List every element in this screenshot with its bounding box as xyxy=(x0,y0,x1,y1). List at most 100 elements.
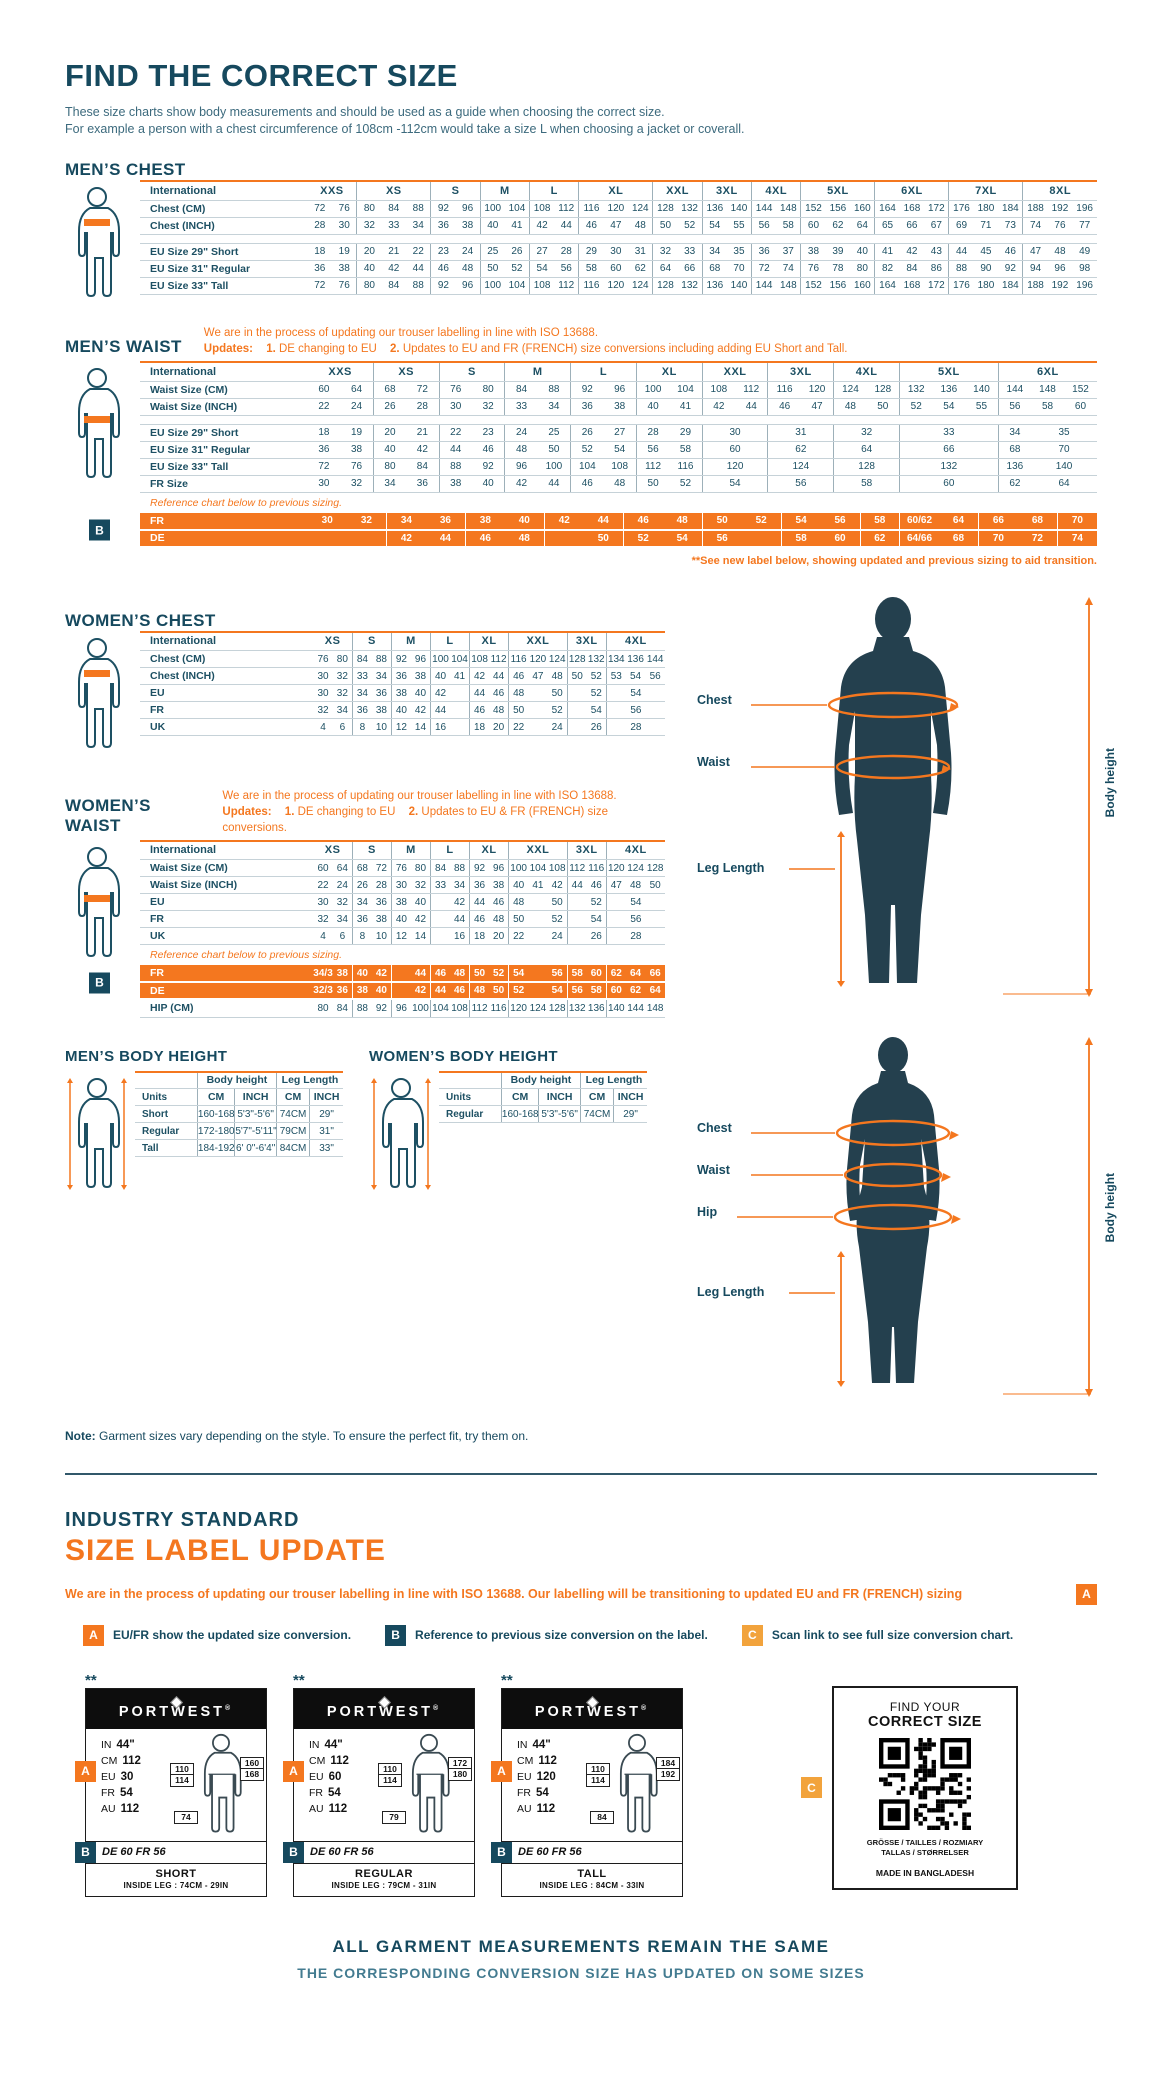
table-cell: 54 xyxy=(662,529,703,548)
table-cell: 92 xyxy=(570,381,604,399)
table-cell: 144 xyxy=(751,277,777,295)
table-cell: 64 xyxy=(652,260,678,278)
table-cell: 31" xyxy=(309,1122,343,1140)
table-cell: FR Size xyxy=(140,475,308,493)
table-cell: 46 xyxy=(570,475,604,493)
table-cell: 52 xyxy=(586,893,607,911)
table-cell: 67 xyxy=(924,217,949,235)
table-cell: 77 xyxy=(1072,217,1097,235)
table-cell: 44 xyxy=(566,876,587,894)
section-title-womens-height: WOMEN’S BODY HEIGHT xyxy=(369,1047,558,1065)
table-cell: 48 xyxy=(489,910,509,928)
table-cell: 188 xyxy=(1022,277,1048,295)
table-cell: 58 xyxy=(776,217,801,235)
table-cell: 52 xyxy=(741,512,782,531)
table-cell xyxy=(741,529,782,548)
table-cell: 38 xyxy=(603,398,637,416)
note-line: We are in the process of updating our tr… xyxy=(222,789,617,802)
table-cell: 38 xyxy=(438,475,472,493)
table-row: Chest (CM) 76 80 84 88 92 96 100 104 108 112 116 120… xyxy=(140,650,665,668)
table-cell: 104 xyxy=(570,458,604,476)
table-cell: 92 xyxy=(430,277,456,295)
table-cell: 46 xyxy=(508,667,529,685)
badge-b-icon: B xyxy=(491,1841,512,1863)
table-cell: 72 xyxy=(307,200,333,218)
table-cell: 76 xyxy=(438,381,472,399)
table-cell: 40 xyxy=(850,243,875,261)
table-cell: 120 xyxy=(800,381,834,399)
table-cell: 62 xyxy=(997,475,1032,493)
waist-label: Waist xyxy=(697,1162,730,1177)
table-cell: 88 xyxy=(371,650,392,668)
table-cell: 164 xyxy=(874,200,900,218)
table-cell: M xyxy=(390,631,431,651)
table-cell: 124 xyxy=(625,859,646,877)
table-cell: 140 xyxy=(605,1000,626,1018)
table-cell: 76 xyxy=(390,859,411,877)
table-cell: 4 xyxy=(313,927,333,945)
update-2-num: 2. xyxy=(408,805,419,818)
table-cell: 164 xyxy=(874,277,900,295)
table-row: HIP (CM) 80 84 88 92 96 100 104 108 112 116 120 124 1… xyxy=(140,1000,665,1018)
table-row: EU Size 29" Short 18 19 20 21 22 23 24 25 26 27 28 2… xyxy=(140,424,1097,442)
table-cell: 21 xyxy=(406,424,440,442)
table-cell: 116 xyxy=(578,277,604,295)
table-cell: 116 xyxy=(586,859,607,877)
table-cell: 188 xyxy=(1022,200,1048,218)
table-cell: 136 xyxy=(586,1000,607,1018)
previous-size-row: DE 60 FR 56 xyxy=(86,1840,266,1863)
badge-a-icon: A xyxy=(83,1624,104,1646)
measurement-row: AU 112 xyxy=(517,1802,556,1815)
table-cell: 22 xyxy=(313,876,333,894)
table-cell: 5'3"-5'6" xyxy=(234,1105,277,1123)
table-cell: Leg Length xyxy=(579,1071,647,1089)
table-cell: XXL xyxy=(508,631,568,651)
table-cell: Waist Size (CM) xyxy=(140,381,308,399)
table-cell: 76 xyxy=(332,277,357,295)
table-cell: 96 xyxy=(455,200,481,218)
table-cell: 33 xyxy=(381,217,407,235)
table-cell: 28 xyxy=(554,243,579,261)
table-cell: 68 xyxy=(997,441,1032,459)
card-footer: SHORT INSIDE LEG : 74CM - 29IN xyxy=(86,1862,266,1896)
industry-section: INDUSTRY STANDARD SIZE LABEL UPDATE We a… xyxy=(65,1509,1097,1646)
table-cell: 180 xyxy=(973,277,999,295)
inside-leg: INSIDE LEG : 79CM - 31IN xyxy=(331,1880,437,1890)
footer-statement: ALL GARMENT MEASUREMENTS REMAIN THE SAME… xyxy=(65,1937,1097,1981)
table-cell: 80 xyxy=(313,1000,333,1018)
table-cell: 55 xyxy=(965,398,999,416)
table-cell xyxy=(528,893,548,911)
label-card: PORTWEST® IN 44" CM 112 EU 120 FR 54 AU 112 110 114 1… xyxy=(491,1687,683,1897)
table-cell: 66 xyxy=(645,965,665,983)
table-cell: 72 xyxy=(307,458,341,476)
table-cell: 88 xyxy=(406,200,431,218)
table-cell: EU Size 33" Tall xyxy=(140,277,308,295)
table-cell: International xyxy=(140,181,308,201)
table-cell: 184-192 xyxy=(196,1139,235,1157)
table-cell: 22 xyxy=(406,243,431,261)
body-height-label: Body height xyxy=(1103,748,1117,818)
table-cell: 120 xyxy=(605,859,626,877)
table-cell: 38 xyxy=(340,441,374,459)
table-cell: 88 xyxy=(450,859,470,877)
badge-b-icon: B xyxy=(89,972,110,993)
badge-c-icon: C xyxy=(801,1777,822,1798)
table-cell: 4XL xyxy=(751,181,801,201)
table-row: Short 160-168 5'3"-5'6" 74CM 29" xyxy=(135,1105,343,1123)
table-row: EU Size 33" Tall 72 76 80 84 88 92 96 100 104 108 1… xyxy=(140,277,1097,295)
table-cell: 24 xyxy=(332,876,353,894)
table-cell: 44 xyxy=(429,701,451,719)
table-cell: 47 xyxy=(603,217,629,235)
table-cell: 56 xyxy=(605,701,665,719)
table-cell: 40 xyxy=(356,260,382,278)
table-cell: 62 xyxy=(625,982,646,1000)
table-cell: 120 xyxy=(603,200,629,218)
table-cell: 27 xyxy=(529,243,555,261)
table-cell: 60 xyxy=(313,859,333,877)
table-cell: 120 xyxy=(603,277,629,295)
legend-text: Scan link to see full size conversion ch… xyxy=(771,1628,1014,1642)
table-cell: 46 xyxy=(578,217,604,235)
table-row: Waist Size (CM) 60 64 68 72 76 80 84 88 92 96 100 10… xyxy=(140,381,1097,399)
table-cell: 124 xyxy=(547,650,568,668)
